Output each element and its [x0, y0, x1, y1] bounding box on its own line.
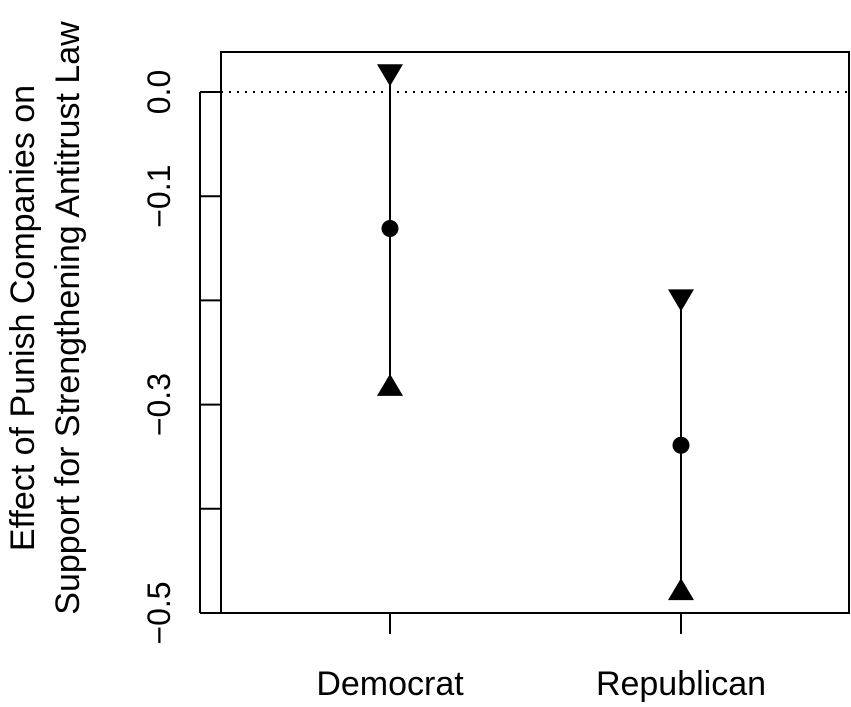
- ci-lower-marker: [668, 578, 694, 601]
- x-tick-label: Democrat: [316, 665, 464, 703]
- ci-lower-marker: [377, 373, 403, 396]
- x-tick-label: Republican: [596, 665, 766, 703]
- ci-upper-marker: [668, 289, 694, 312]
- y-tick-label: −0.1: [141, 165, 177, 228]
- y-axis-title-line-2: Support for Strengthening Antitrust Law: [49, 21, 87, 615]
- plot-area: 0.0 −0.1 −0.3 −0.5 Democrat Republican: [141, 51, 850, 703]
- y-tick-label: −0.5: [141, 581, 177, 644]
- point-estimate: [381, 220, 399, 238]
- y-tick-label: 0.0: [141, 70, 177, 114]
- plot-frame: [220, 51, 850, 614]
- point-estimate: [672, 436, 690, 454]
- y-axis-title-line-1: Effect of Punish Companies on: [4, 85, 42, 551]
- ci-upper-marker: [377, 64, 403, 87]
- y-tick-label: −0.3: [141, 373, 177, 436]
- y-axis-title: Effect of Punish Companies on Support fo…: [4, 21, 87, 615]
